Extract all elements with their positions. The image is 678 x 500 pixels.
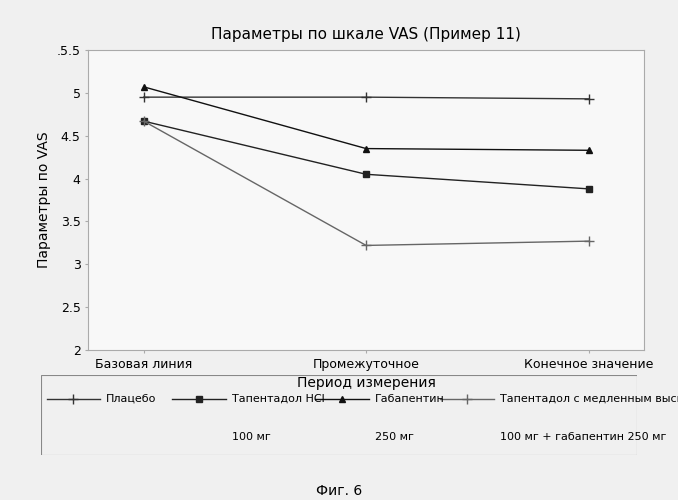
Title: Параметры по шкале VAS (Пример 11): Параметры по шкале VAS (Пример 11) [211, 27, 521, 42]
Text: 250 мг: 250 мг [375, 432, 414, 442]
Text: Фиг. 6: Фиг. 6 [316, 484, 362, 498]
Text: Габапентин: Габапентин [375, 394, 445, 404]
Text: Тапентадол с медленным высвобождением: Тапентадол с медленным высвобождением [500, 394, 678, 404]
Y-axis label: Параметры по VAS: Параметры по VAS [37, 132, 51, 268]
Text: 100 мг + габапентин 250 мг: 100 мг + габапентин 250 мг [500, 432, 666, 442]
Text: 100 мг: 100 мг [232, 432, 271, 442]
Text: Тапентадол HCl: Тапентадол HCl [232, 394, 324, 404]
X-axis label: Период измерения: Период измерения [297, 376, 435, 390]
Text: Плацебо: Плацебо [106, 394, 157, 404]
